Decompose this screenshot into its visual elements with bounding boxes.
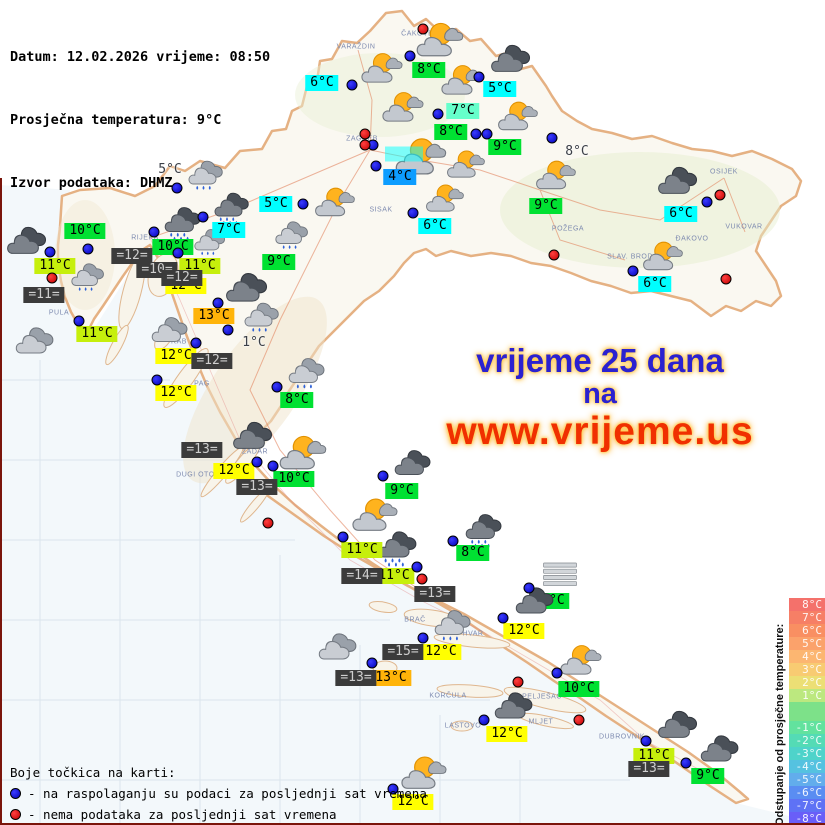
legend-red-text: - nema podataka za posljednji sat vremen… bbox=[28, 807, 337, 822]
adriatic-sea bbox=[0, 185, 825, 825]
scale-cell: -4°C bbox=[789, 760, 825, 773]
scale-cell: 6°C bbox=[789, 624, 825, 637]
legend-title: Boje točkica na karti: bbox=[10, 765, 176, 780]
scale-cell: 8°C bbox=[789, 598, 825, 611]
scale-cell: -7°C bbox=[789, 799, 825, 812]
scale-cell: 5°C bbox=[789, 637, 825, 650]
scale-cell: 7°C bbox=[789, 611, 825, 624]
scale-cell: 2°C bbox=[789, 676, 825, 689]
legend: Boje točkica na karti: - na raspolaganju… bbox=[10, 762, 427, 825]
scale-cell: 1°C bbox=[789, 689, 825, 702]
scale-cell bbox=[789, 702, 825, 721]
frame-edge-bottom bbox=[0, 823, 825, 825]
frame-edge-left bbox=[0, 178, 2, 825]
scale-cell: -8°C bbox=[789, 812, 825, 825]
scale-cell: 4°C bbox=[789, 650, 825, 663]
watermark: vrijeme 25 dana na www.vrijeme.us bbox=[388, 342, 812, 454]
scale-title: Odstupanje od prosječne temperature: bbox=[774, 623, 786, 825]
header-data-source: Izvor podataka: DHMZ bbox=[10, 175, 173, 191]
header-average-temp: Prosječna temperatura: 9°C bbox=[10, 112, 222, 128]
scale-cell: 3°C bbox=[789, 663, 825, 676]
header-date: Datum: 12.02.2026 vrijeme: 08:50 bbox=[10, 49, 271, 65]
legend-red-dot bbox=[10, 809, 21, 820]
watermark-url[interactable]: www.vrijeme.us bbox=[446, 410, 754, 454]
scale-cell: -1°C bbox=[789, 721, 825, 734]
watermark-line2: na bbox=[583, 377, 617, 410]
legend-row-red: - nema podataka za posljednji sat vremen… bbox=[10, 804, 427, 825]
watermark-line1: vrijeme 25 dana bbox=[476, 342, 724, 379]
temperature-deviation-scale: 8°C 7°C 6°C 5°C 4°C 3°C 2°C 1°C -1°C -2°C -3°C -4°C… bbox=[789, 598, 825, 825]
scale-cell: -2°C bbox=[789, 734, 825, 747]
scale-cell: -6°C bbox=[789, 786, 825, 799]
map-header: Datum: 12.02.2026 vrijeme: 08:50 Prosječ… bbox=[10, 5, 270, 236]
legend-blue-text: - na raspolaganju su podaci za posljednj… bbox=[28, 786, 427, 801]
legend-row-blue: - na raspolaganju su podaci za posljednj… bbox=[10, 783, 427, 804]
legend-blue-dot bbox=[10, 788, 21, 799]
scale-cell: -5°C bbox=[789, 773, 825, 786]
scale-cell: -3°C bbox=[789, 747, 825, 760]
sea-graticule bbox=[0, 360, 630, 825]
